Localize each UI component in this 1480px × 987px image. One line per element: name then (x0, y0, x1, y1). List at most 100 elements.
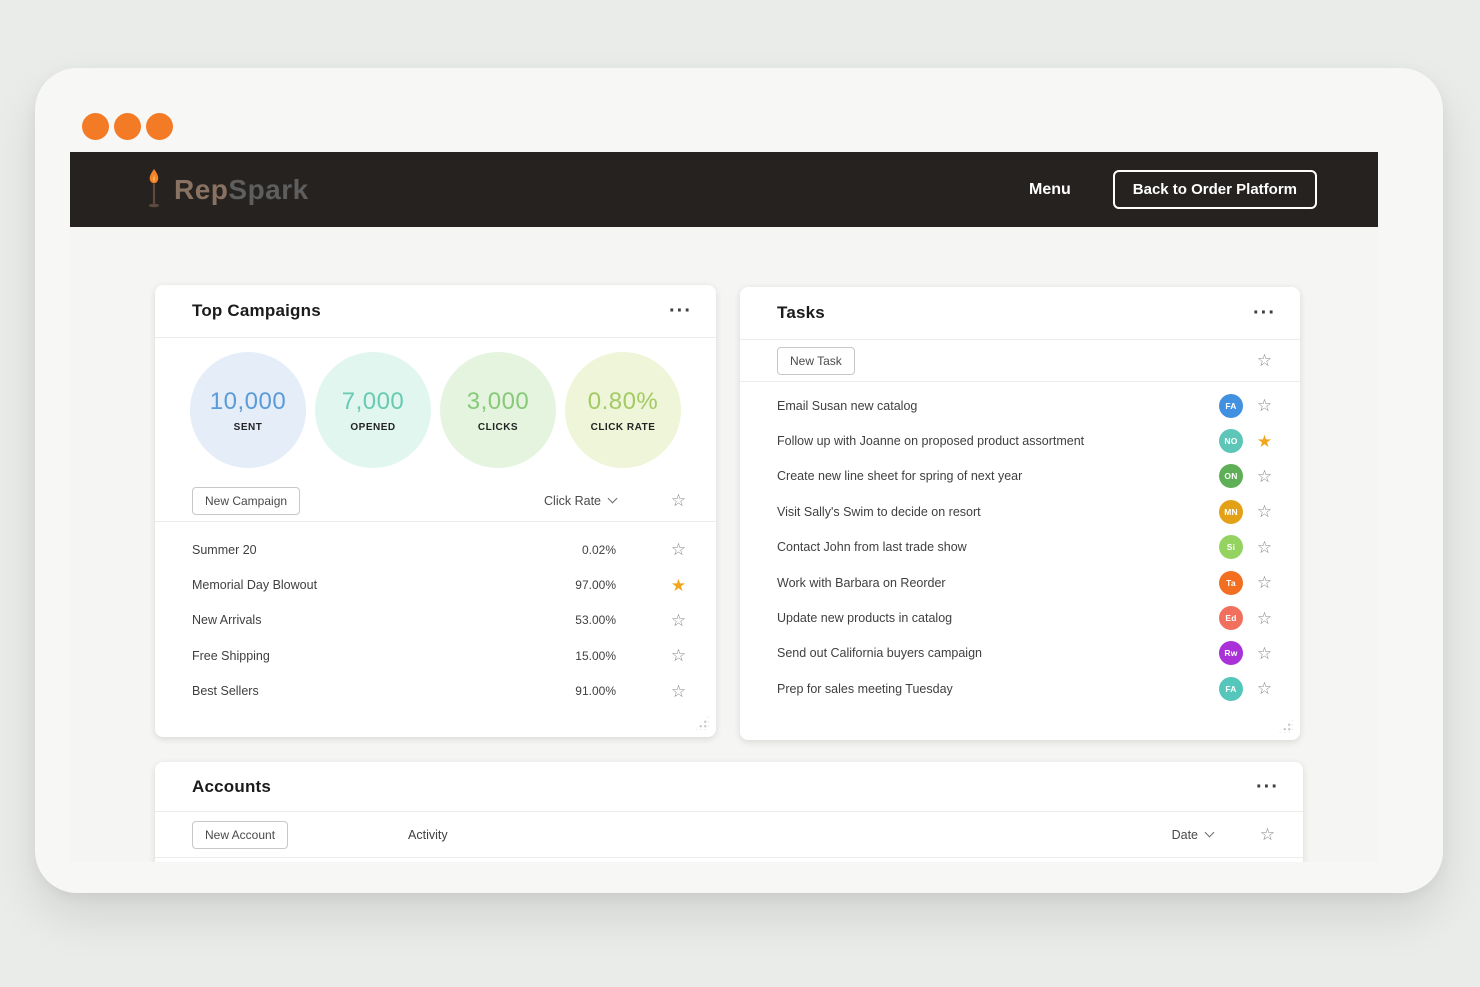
campaigns-sort-star-icon[interactable] (670, 492, 687, 509)
campaign-click-rate: 97.00% (575, 578, 616, 593)
accounts-card: Accounts New Account Activity Date (155, 762, 1303, 862)
task-text: Prep for sales meeting Tuesday (777, 681, 953, 696)
app-viewport: RepSpark Menu Back to Order Platform Top… (70, 152, 1378, 862)
star-icon[interactable] (1256, 468, 1273, 485)
campaign-click-rate: 0.02% (581, 542, 616, 557)
campaign-row[interactable]: Summer 20 0.02% (155, 532, 716, 567)
task-text: Follow up with Joanne on proposed produc… (777, 434, 1085, 449)
accounts-sort-star-icon[interactable] (1259, 826, 1276, 843)
assignee-badge: MN (1219, 499, 1243, 524)
stat-click-rate-label: CLICK RATE (590, 421, 656, 433)
campaign-row[interactable]: Memorial Day Blowout 97.00% (155, 567, 716, 602)
appbar-actions: Menu Back to Order Platform (1029, 170, 1317, 209)
star-icon[interactable] (670, 541, 687, 558)
stat-click-rate: 0.80% CLICK RATE (565, 352, 681, 468)
accounts-menu-icon[interactable] (1256, 782, 1279, 792)
accounts-header: Accounts (155, 762, 1303, 812)
accounts-toolbar: New Account Activity Date (155, 812, 1303, 858)
accounts-title: Accounts (192, 776, 272, 796)
tasks-title: Tasks (777, 303, 825, 322)
stat-opened-value: 7,000 (341, 387, 405, 415)
brand-wordmark: RepSpark (174, 173, 309, 205)
campaign-list: Summer 20 0.02% Memorial Day Blowout 97.… (155, 532, 716, 709)
star-icon[interactable] (670, 683, 687, 700)
stat-clicks: 3,000 CLICKS (440, 352, 556, 468)
star-icon[interactable] (1256, 680, 1273, 697)
task-row[interactable]: Contact John from last trade show Si (740, 530, 1300, 565)
campaign-name: Memorial Day Blowout (192, 578, 318, 593)
star-icon[interactable] (1256, 539, 1273, 556)
task-text: Update new products in catalog (777, 611, 953, 626)
browser-window: RepSpark Menu Back to Order Platform Top… (35, 68, 1443, 893)
campaign-name: Free Shipping (192, 648, 270, 663)
task-row[interactable]: Email Susan new catalog FA (740, 388, 1300, 423)
task-row[interactable]: Follow up with Joanne on proposed produc… (740, 423, 1300, 458)
task-text: Email Susan new catalog (777, 398, 918, 413)
star-icon[interactable] (670, 647, 687, 664)
tasks-sort-star-icon[interactable] (1256, 352, 1273, 369)
stat-opened-label: OPENED (350, 421, 396, 433)
repspark-logo[interactable]: RepSpark (142, 167, 309, 213)
stat-click-rate-value: 0.80% (587, 387, 659, 415)
tasks-header: Tasks (740, 287, 1300, 340)
resize-handle[interactable] (1278, 718, 1293, 733)
top-campaigns-menu-icon[interactable] (669, 306, 692, 316)
tasks-menu-icon[interactable] (1253, 308, 1276, 318)
top-campaigns-title: Top Campaigns (192, 301, 321, 320)
app-bar: RepSpark Menu Back to Order Platform (70, 152, 1378, 227)
date-sort-dropdown[interactable]: Date (1172, 828, 1215, 842)
stat-opened: 7,000 OPENED (315, 352, 431, 468)
window-controls (82, 113, 173, 140)
new-account-button[interactable]: New Account (192, 820, 289, 849)
star-icon[interactable] (670, 577, 687, 594)
dashboard-content: Top Campaigns 10,000 SENT 7,000 OPENED 3… (70, 227, 1378, 862)
top-campaigns-header: Top Campaigns (155, 285, 716, 338)
star-icon[interactable] (1256, 433, 1273, 450)
stat-sent-label: SENT (233, 421, 263, 433)
campaign-click-rate: 53.00% (575, 613, 616, 628)
task-row[interactable]: Update new products in catalog Ed (740, 600, 1300, 635)
back-to-order-platform-button[interactable]: Back to Order Platform (1112, 170, 1317, 209)
assignee-badge: Ed (1219, 606, 1243, 631)
task-text: Contact John from last trade show (777, 540, 967, 555)
assignee-badge: NO (1219, 429, 1243, 454)
new-task-button[interactable]: New Task (777, 346, 855, 375)
window-dot-3[interactable] (146, 113, 173, 140)
campaign-row[interactable]: Free Shipping 15.00% (155, 638, 716, 673)
task-row[interactable]: Work with Barbara on Reorder Ta (740, 565, 1300, 600)
star-icon[interactable] (670, 612, 687, 629)
task-row[interactable]: Create new line sheet for spring of next… (740, 459, 1300, 494)
star-icon[interactable] (1256, 610, 1273, 627)
stat-sent-value: 10,000 (209, 387, 287, 415)
window-dot-2[interactable] (114, 113, 141, 140)
assignee-badge: ON (1219, 464, 1243, 489)
assignee-badge: FA (1219, 393, 1243, 418)
resize-handle[interactable] (694, 715, 709, 730)
task-row[interactable]: Prep for sales meeting Tuesday FA (740, 671, 1300, 706)
menu-link[interactable]: Menu (1029, 180, 1071, 198)
click-rate-sort-dropdown[interactable]: Click Rate (544, 493, 618, 508)
assignee-badge: Ta (1219, 570, 1243, 595)
task-row[interactable]: Visit Sally's Swim to decide on resort M… (740, 494, 1300, 529)
chevron-down-icon (607, 493, 618, 504)
torch-icon (148, 168, 160, 207)
star-icon[interactable] (1256, 574, 1273, 591)
campaign-name: Best Sellers (192, 684, 259, 699)
tasks-card: Tasks New Task Email Susan new catalog F… (740, 287, 1300, 740)
tasks-toolbar: New Task (740, 340, 1300, 382)
assignee-badge: Rw (1219, 641, 1243, 666)
task-text: Work with Barbara on Reorder (777, 575, 946, 590)
campaign-click-rate: 91.00% (575, 684, 616, 699)
campaign-row[interactable]: New Arrivals 53.00% (155, 603, 716, 638)
star-icon[interactable] (1256, 503, 1273, 520)
stat-clicks-label: CLICKS (477, 421, 519, 433)
new-campaign-button[interactable]: New Campaign (192, 486, 301, 515)
campaign-row[interactable]: Best Sellers 91.00% (155, 674, 716, 709)
window-dot-1[interactable] (82, 113, 109, 140)
task-row[interactable]: Send out California buyers campaign Rw (740, 636, 1300, 671)
campaign-name: Summer 20 (192, 542, 257, 557)
task-text: Create new line sheet for spring of next… (777, 469, 1023, 484)
star-icon[interactable] (1256, 645, 1273, 662)
task-text: Visit Sally's Swim to decide on resort (777, 504, 981, 519)
star-icon[interactable] (1256, 397, 1273, 414)
